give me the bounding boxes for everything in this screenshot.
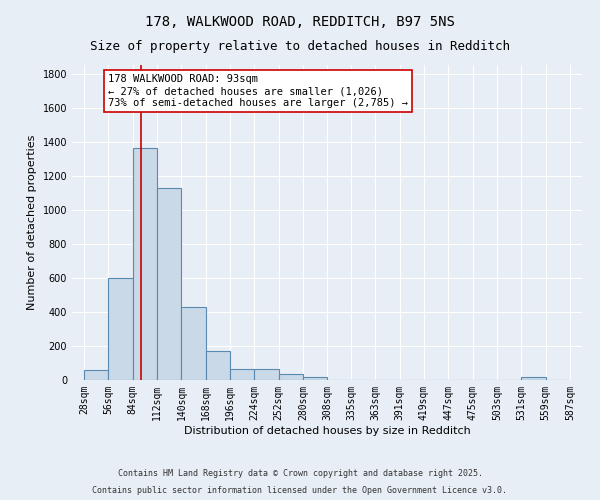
Bar <box>157 188 181 380</box>
Text: Size of property relative to detached houses in Redditch: Size of property relative to detached ho… <box>90 40 510 53</box>
Text: 178, WALKWOOD ROAD, REDDITCH, B97 5NS: 178, WALKWOOD ROAD, REDDITCH, B97 5NS <box>145 15 455 29</box>
Bar <box>254 369 279 380</box>
Bar <box>84 370 109 380</box>
Bar <box>230 369 254 380</box>
Bar <box>303 378 328 380</box>
Y-axis label: Number of detached properties: Number of detached properties <box>27 135 37 310</box>
X-axis label: Distribution of detached houses by size in Redditch: Distribution of detached houses by size … <box>184 426 470 436</box>
Bar <box>181 307 206 380</box>
Text: Contains public sector information licensed under the Open Government Licence v3: Contains public sector information licen… <box>92 486 508 495</box>
Text: Contains HM Land Registry data © Crown copyright and database right 2025.: Contains HM Land Registry data © Crown c… <box>118 468 482 477</box>
Bar <box>279 374 303 380</box>
Bar <box>133 148 157 380</box>
Text: 178 WALKWOOD ROAD: 93sqm
← 27% of detached houses are smaller (1,026)
73% of sem: 178 WALKWOOD ROAD: 93sqm ← 27% of detach… <box>108 74 408 108</box>
Bar <box>109 278 133 380</box>
Bar <box>521 378 545 380</box>
Bar <box>206 351 230 380</box>
